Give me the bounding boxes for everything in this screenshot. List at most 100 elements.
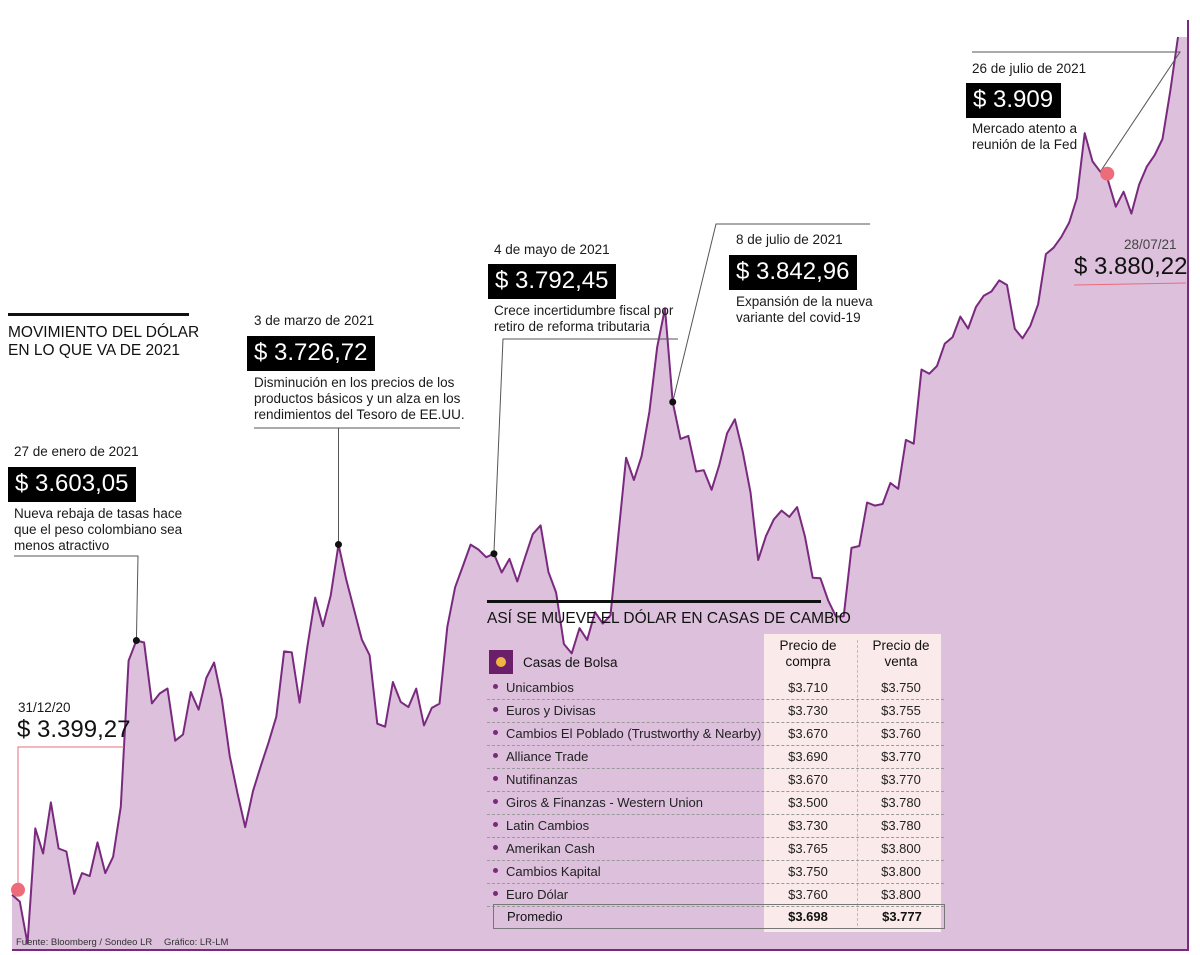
col-head-buy: Precio de compra bbox=[764, 638, 852, 670]
house-buy-price: $3.500 bbox=[788, 795, 828, 810]
house-buy-price: $3.750 bbox=[788, 864, 828, 879]
house-buy-price: $3.670 bbox=[788, 772, 828, 787]
annotation-desc-jul26: Mercado atento a reunión de la Fed bbox=[972, 121, 1078, 152]
leader-jul8 bbox=[672, 223, 870, 403]
annotation-date-end: 28/07/21 bbox=[1124, 237, 1177, 252]
annotation-date-may4: 4 de mayo de 2021 bbox=[494, 242, 610, 257]
house-name: Alliance Trade bbox=[506, 749, 589, 764]
house-name: Cambios El Poblado (Trustworthy & Nearby… bbox=[506, 726, 762, 741]
table-row: Cambios El Poblado (Trustworthy & Nearby… bbox=[487, 722, 944, 746]
bullet-icon bbox=[493, 799, 498, 804]
house-buy-price: $3.730 bbox=[788, 703, 828, 718]
bullet-icon bbox=[493, 684, 498, 689]
annotation-date-start: 31/12/20 bbox=[18, 700, 71, 715]
house-sell-price: $3.800 bbox=[881, 841, 921, 856]
col-head-sell-line1: Precio de bbox=[872, 638, 930, 653]
bullet-icon bbox=[493, 707, 498, 712]
house-name: Cambios Kapital bbox=[506, 864, 601, 879]
house-sell-price: $3.780 bbox=[881, 795, 921, 810]
table-row: Giros & Finanzas - Western Union $3.500 $3… bbox=[487, 791, 944, 815]
price-columns-background bbox=[764, 634, 941, 932]
house-buy-price: $3.765 bbox=[788, 841, 828, 856]
col-head-buy-line2: compra bbox=[785, 654, 831, 669]
house-sell-price: $3.770 bbox=[881, 749, 921, 764]
footer-source: Fuente: Bloomberg / Sondeo LR bbox=[16, 937, 153, 948]
annotation-desc-may4: Crece incertidumbre fiscal por retiro de… bbox=[494, 303, 674, 334]
table-row: Euro Dólar $3.760 $3.800 bbox=[487, 883, 944, 907]
bullet-icon bbox=[493, 753, 498, 758]
table-row: Unicambios $3.710 $3.750 bbox=[487, 676, 944, 700]
house-sell-price: $3.755 bbox=[881, 703, 921, 718]
average-sell: $3.777 bbox=[882, 909, 922, 924]
house-name: Euros y Divisas bbox=[506, 703, 596, 718]
col-head-sell: Precio de venta bbox=[857, 638, 945, 670]
annotation-desc-jan27: Nueva rebaja de tasas hace que el peso c… bbox=[14, 506, 183, 553]
header-rule bbox=[8, 313, 189, 316]
annotation-value-start: $ 3.399,27 bbox=[17, 716, 131, 743]
houses-header: Casas de Bolsa bbox=[489, 649, 618, 675]
annotation-value-mar3: $ 3.726,72 bbox=[247, 336, 376, 371]
table-row: Amerikan Cash $3.765 $3.800 bbox=[487, 837, 944, 861]
annotation-desc-mar3: Disminución en los precios de los produc… bbox=[254, 375, 465, 422]
house-buy-price: $3.690 bbox=[788, 749, 828, 764]
annotation-date-jan27: 27 de enero de 2021 bbox=[14, 444, 139, 459]
house-name: Giros & Finanzas - Western Union bbox=[506, 795, 703, 810]
house-buy-price: $3.730 bbox=[788, 818, 828, 833]
annotation-date-jul26: 26 de julio de 2021 bbox=[972, 61, 1087, 76]
leader-start bbox=[17, 746, 124, 895]
average-row: Promedio $3.698 $3.777 bbox=[493, 904, 945, 929]
mar3-marker bbox=[334, 541, 342, 549]
table-row: Alliance Trade $3.690 $3.770 bbox=[487, 745, 944, 769]
series-line bbox=[11, 36, 1179, 945]
table-row: Cambios Kapital $3.750 $3.800 bbox=[487, 860, 944, 884]
house-name: Latin Cambios bbox=[506, 818, 590, 833]
annotation-date-jul8: 8 de julio de 2021 bbox=[736, 232, 843, 247]
may4-marker bbox=[490, 550, 498, 558]
bullet-icon bbox=[493, 822, 498, 827]
chart-title-line2: EN LO QUE VA DE 2021 bbox=[8, 342, 181, 359]
house-sell-price: $3.760 bbox=[881, 726, 921, 741]
jan27-marker bbox=[132, 637, 140, 645]
house-sell-price: $3.750 bbox=[881, 680, 921, 695]
average-label: Promedio bbox=[507, 909, 563, 924]
bullet-icon bbox=[493, 776, 498, 781]
leader-mar3 bbox=[254, 427, 460, 545]
average-buy: $3.698 bbox=[788, 909, 828, 924]
annotation-desc-jul8: Expansión de la nueva variante del covid… bbox=[736, 294, 873, 325]
annotation-leaders bbox=[14, 51, 1187, 895]
houses-label: Casas de Bolsa bbox=[523, 654, 618, 670]
house-name: Nutifinanzas bbox=[506, 772, 578, 787]
house-buy-price: $3.670 bbox=[788, 726, 828, 741]
house-sell-price: $3.800 bbox=[881, 887, 921, 902]
table-row: Latin Cambios $3.730 $3.780 bbox=[487, 814, 944, 838]
chart-title-line1: MOVIMIENTO DEL DÓLAR bbox=[8, 324, 200, 341]
table-row: Nutifinanzas $3.670 $3.770 bbox=[487, 768, 944, 792]
house-name: Unicambios bbox=[506, 680, 574, 695]
house-name: Amerikan Cash bbox=[506, 841, 595, 856]
bullet-icon bbox=[493, 891, 498, 896]
coin-icon bbox=[489, 650, 513, 674]
price-column-divider bbox=[857, 640, 858, 926]
house-name: Euro Dólar bbox=[506, 887, 569, 902]
col-head-sell-line2: venta bbox=[884, 654, 918, 669]
annotation-markers bbox=[11, 166, 1115, 897]
table-title-rule bbox=[487, 600, 821, 603]
house-sell-price: $3.800 bbox=[881, 864, 921, 879]
footer-graphic: Gráfico: LR-LM bbox=[164, 937, 229, 948]
annotation-value-jul8: $ 3.842,96 bbox=[729, 255, 858, 290]
table-title: ASÍ SE MUEVE EL DÓLAR EN CASAS DE CAMBIO bbox=[487, 610, 851, 627]
jul8-marker bbox=[669, 398, 677, 406]
bullet-icon bbox=[493, 730, 498, 735]
annotation-value-jul26: $ 3.909 bbox=[966, 83, 1062, 118]
table-row: Euros y Divisas $3.730 $3.755 bbox=[487, 699, 944, 723]
end-point-marker bbox=[1100, 166, 1115, 181]
bullet-icon bbox=[493, 845, 498, 850]
house-sell-price: $3.770 bbox=[881, 772, 921, 787]
leader-jan27 bbox=[14, 555, 139, 641]
annotation-date-mar3: 3 de marzo de 2021 bbox=[254, 313, 375, 328]
bullet-icon bbox=[493, 868, 498, 873]
house-buy-price: $3.710 bbox=[788, 680, 828, 695]
annotation-value-jan27: $ 3.603,05 bbox=[8, 467, 137, 502]
leader-may4 bbox=[493, 338, 678, 554]
annotation-value-may4: $ 3.792,45 bbox=[488, 264, 617, 299]
